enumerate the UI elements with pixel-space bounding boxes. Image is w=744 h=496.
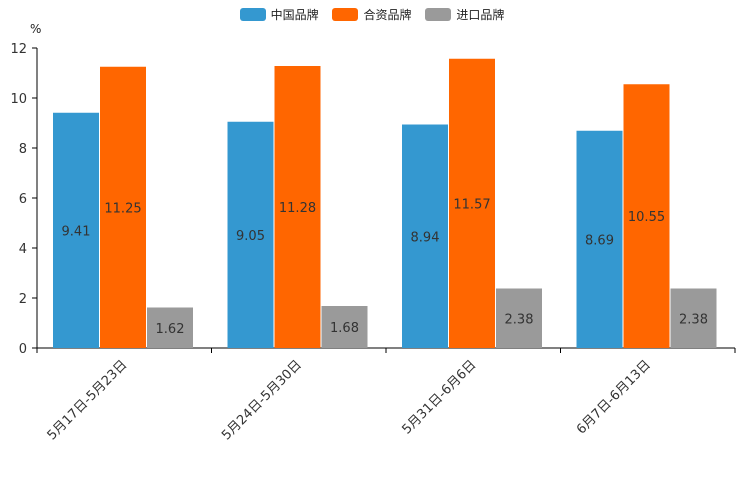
y-tick-label: 2	[19, 292, 27, 307]
bar-2-1	[100, 66, 146, 348]
legend-item-joint-venture[interactable]: 合资品牌	[332, 6, 412, 23]
data-label: 9.05	[236, 229, 265, 244]
data-label: 8.94	[411, 230, 440, 245]
y-tick-label: 12	[10, 42, 27, 57]
y-tick-label: 0	[19, 342, 27, 357]
y-tick-label: 4	[19, 242, 27, 257]
data-label: 11.28	[279, 201, 316, 216]
chart-legend: 中国品牌 合资品牌 进口品牌	[0, 6, 744, 24]
bar-2-4	[623, 84, 670, 348]
x-tick-label: 5月24日-5月30日	[219, 358, 305, 444]
data-label: 1.62	[156, 322, 185, 337]
data-label: 11.25	[104, 201, 141, 216]
bar-2-2	[274, 66, 321, 348]
bar-3-3	[496, 288, 542, 348]
data-label: 9.41	[62, 224, 91, 239]
legend-label-domestic: 中国品牌	[270, 8, 319, 22]
x-tick-label: 5月17日-5月23日	[45, 358, 131, 444]
legend-item-imported[interactable]: 进口品牌	[425, 6, 504, 23]
bar-3-2	[321, 306, 368, 348]
bar-1-4	[576, 130, 623, 348]
bar-3-4	[670, 288, 717, 348]
data-label: 11.57	[453, 197, 490, 212]
legend-swatch-domestic	[239, 8, 266, 21]
data-label: 2.38	[679, 312, 708, 327]
data-label: 2.38	[505, 312, 534, 327]
x-tick-label: 6月7日-6月13日	[574, 358, 654, 438]
data-label: 1.68	[330, 321, 359, 336]
legend-label-imported: 进口品牌	[456, 8, 505, 22]
data-label: 8.69	[585, 233, 614, 248]
bar-3-1	[147, 307, 193, 348]
bar-1-3	[402, 124, 448, 348]
y-tick-label: 8	[19, 142, 27, 157]
legend-item-domestic[interactable]: 中国品牌	[239, 6, 319, 23]
y-axis-unit: %	[30, 22, 42, 36]
x-tick-label: 5月31日-6月6日	[399, 358, 479, 438]
data-label: 10.55	[628, 210, 665, 225]
legend-label-joint-venture: 合资品牌	[363, 8, 412, 22]
y-tick-label: 6	[19, 192, 27, 207]
legend-swatch-imported	[425, 8, 452, 21]
legend-swatch-joint-venture	[332, 8, 359, 21]
bar-1-2	[227, 121, 274, 348]
y-tick-label: 10	[10, 92, 27, 107]
bar-1-1	[53, 112, 99, 348]
bar-2-3	[449, 58, 495, 348]
